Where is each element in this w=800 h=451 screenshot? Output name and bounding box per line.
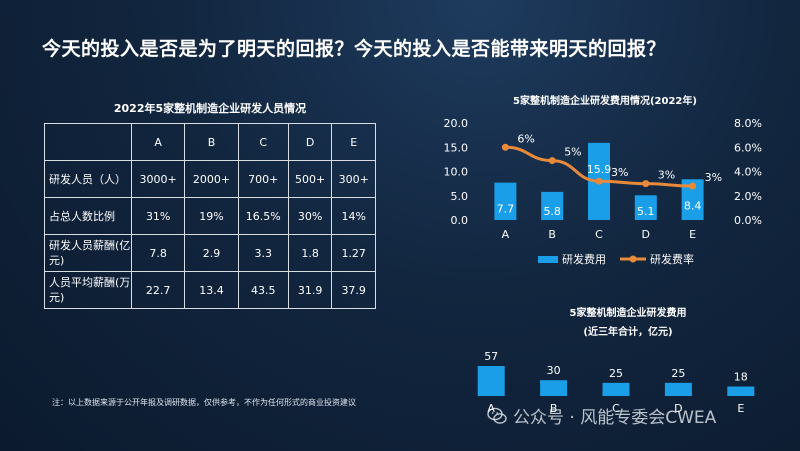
- page-headline: 今天的投入是否是为了明天的回报？今天的投入是否能带来明天的回报？: [42, 38, 667, 60]
- bar: [540, 380, 568, 396]
- bar: [494, 182, 517, 220]
- bar: [681, 179, 704, 220]
- column-header: C: [237, 123, 289, 161]
- table-cell: 30%: [287, 197, 333, 235]
- rate-point: [689, 182, 697, 190]
- legend-bar-swatch: [538, 256, 558, 263]
- bar-value-label: 18: [734, 371, 748, 384]
- x-tick-label: C: [612, 402, 620, 415]
- chart-title: 5家整机制造企业研发费用情况(2022年): [513, 94, 697, 107]
- bar-value-label: 8.4: [684, 199, 702, 212]
- table-cell: 31%: [130, 197, 186, 235]
- table-title: 2022年5家整机制造企业研发人员情况: [113, 102, 307, 115]
- legend-line-label: 研发费率: [650, 252, 694, 266]
- y-tick-label: 10.0: [444, 166, 469, 179]
- column-header: D: [287, 123, 333, 161]
- chart-subtitle: (近三年合计，亿元): [583, 325, 672, 338]
- bar-value-label: 30: [547, 364, 561, 377]
- table-cell: 2000+: [184, 160, 239, 198]
- y-tick-label: 15.0: [444, 141, 469, 154]
- table-header-row: A B C D E: [44, 123, 376, 161]
- row-label: 人员平均薪酬(万元): [44, 271, 132, 309]
- table-cell: 37.9: [331, 271, 376, 309]
- rate-value-label: 3%: [611, 166, 628, 179]
- table-cell: 16.5%: [237, 197, 289, 235]
- x-tick-label: B: [548, 228, 556, 241]
- y-tick-label: 20.0: [444, 117, 469, 130]
- legend-bar-label: 研发费用: [562, 252, 606, 266]
- table-cell: 13.4: [184, 271, 239, 309]
- bar: [727, 386, 755, 396]
- bar: [477, 366, 505, 396]
- bar-value-label: 5.1: [637, 205, 655, 218]
- bar-value-label: 25: [609, 367, 623, 380]
- rate-point: [548, 157, 556, 165]
- x-tick-label: D: [642, 228, 650, 241]
- y-tick-label: 5.0: [451, 190, 469, 203]
- rate-point: [595, 177, 603, 185]
- bar: [541, 191, 564, 220]
- x-tick-label: B: [550, 402, 558, 415]
- table-cell: 2.9: [184, 234, 239, 272]
- table-cell: 43.5: [237, 271, 289, 309]
- legend-line-marker: [629, 255, 637, 263]
- column-header: A: [130, 123, 186, 161]
- table-cell: 3000+: [130, 160, 186, 198]
- row-label: 研发人员薪酬(亿元): [44, 234, 132, 272]
- wechat-icon: [487, 407, 507, 424]
- table-cell: 3.3: [237, 234, 289, 272]
- y-tick-label: 0.0: [451, 214, 469, 227]
- rate-point: [501, 143, 509, 151]
- table-row: 占总人数比例 31% 19% 16.5% 30% 14%: [44, 197, 376, 235]
- table-cell: 22.7: [130, 271, 186, 309]
- bar: [664, 382, 692, 396]
- bar-value-label: 15.9: [587, 163, 612, 176]
- table-cell: 1.8: [287, 234, 333, 272]
- table-cell: 300+: [331, 160, 376, 198]
- bar: [602, 382, 630, 396]
- bar-value-label: 57: [484, 350, 498, 363]
- bar-value-label: 7.7: [497, 203, 515, 216]
- bar: [634, 195, 657, 220]
- y2-tick-label: 0.0%: [734, 214, 762, 227]
- y2-tick-label: 8.0%: [734, 117, 762, 130]
- disclaimer-note: 注：以上数据来源于公开年报及调研数据，仅供参考，不作为任何形式的商业投资建议: [52, 398, 356, 407]
- y2-tick-label: 2.0%: [734, 190, 762, 203]
- rd-expense-chart: 5家整机制造企业研发费用情况(2022年) 0.0 5.0 10.0 15.0 20.0 0…: [444, 94, 763, 266]
- table-cell: 500+: [287, 160, 333, 198]
- y2-tick-label: 4.0%: [734, 166, 762, 179]
- x-tick-label: E: [689, 228, 696, 241]
- x-tick-label: C: [595, 228, 603, 241]
- table-cell: 19%: [184, 197, 239, 235]
- column-header: B: [184, 123, 239, 161]
- row-label: 占总人数比例: [44, 197, 132, 235]
- column-header: E: [331, 123, 376, 161]
- bar-value-label: 25: [671, 367, 685, 380]
- table-corner-cell: [44, 123, 132, 161]
- table-cell: 31.9: [287, 271, 333, 309]
- table-cell: 7.8: [130, 234, 186, 272]
- table-row: 人员平均薪酬(万元) 22.7 13.4 43.5 31.9 37.9: [44, 271, 376, 309]
- rate-value-label: 3%: [658, 169, 675, 182]
- y2-tick-label: 6.0%: [734, 141, 762, 154]
- rate-value-label: 5%: [564, 146, 581, 159]
- table-cell: 1.27: [331, 234, 376, 272]
- rd-staff-table: A B C D E 研发人员（人） 3000+ 2000+ 700+ 500+ …: [44, 123, 376, 309]
- table-row: 研发人员（人） 3000+ 2000+ 700+ 500+ 300+: [44, 160, 376, 198]
- bar-value-label: 5.8: [543, 205, 561, 218]
- table-row: 研发人员薪酬(亿元) 7.8 2.9 3.3 1.8 1.27: [44, 234, 376, 272]
- rate-value-label: 3%: [705, 171, 722, 184]
- rate-value-label: 6%: [517, 132, 534, 145]
- chart-title: 5家整机制造企业研发费用: [570, 306, 687, 319]
- row-label: 研发人员（人）: [44, 160, 132, 198]
- x-tick-label: E: [737, 402, 744, 415]
- watermark-text: 公众号 · 风能专委会CWEA: [513, 408, 717, 428]
- table-cell: 14%: [331, 197, 376, 235]
- x-tick-label: A: [502, 228, 510, 241]
- watermark: 公众号 · 风能专委会CWEA: [487, 403, 716, 428]
- rate-point: [642, 180, 650, 188]
- x-tick-label: D: [674, 402, 682, 415]
- table-cell: 700+: [237, 160, 289, 198]
